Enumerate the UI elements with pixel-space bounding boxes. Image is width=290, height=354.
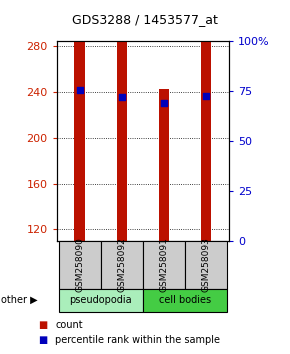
Text: GSM258092: GSM258092 (117, 237, 126, 292)
Point (119, 94, 124, 99)
Bar (75, 0, 85, 241)
Bar (201, 42, 211, 241)
Point (77, 87, 82, 92)
Text: other ▶: other ▶ (1, 295, 38, 305)
Text: cell bodies: cell bodies (159, 295, 211, 305)
Text: GDS3288 / 1453577_at: GDS3288 / 1453577_at (72, 13, 218, 26)
Text: GSM258090: GSM258090 (75, 237, 84, 292)
Text: percentile rank within the sample: percentile rank within the sample (55, 335, 220, 345)
Text: ■: ■ (38, 320, 47, 330)
Text: GSM258091: GSM258091 (160, 237, 168, 292)
Text: pseudopodia: pseudopodia (69, 295, 132, 305)
Point (162, 100, 166, 105)
Bar (159, 89, 169, 241)
Bar (117, 22, 127, 241)
Point (204, 93, 208, 98)
Text: ■: ■ (38, 335, 47, 345)
Text: GSM258093: GSM258093 (202, 237, 211, 292)
Text: count: count (55, 320, 83, 330)
